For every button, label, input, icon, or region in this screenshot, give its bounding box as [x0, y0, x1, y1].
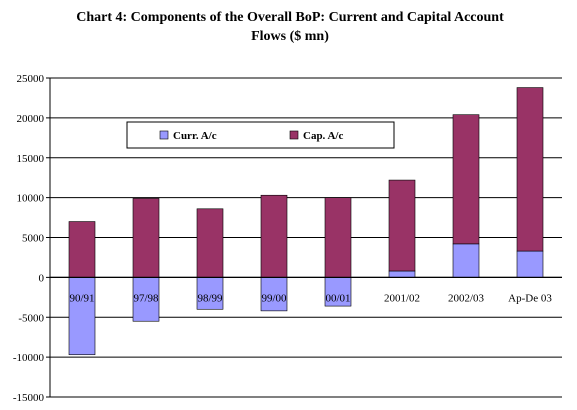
x-category-label: 90/91 — [69, 292, 94, 304]
x-category-label: 00/01 — [325, 292, 350, 304]
bar-curr-ac — [260, 277, 288, 312]
y-tick-label: 10000 — [17, 193, 45, 205]
bars — [68, 87, 544, 356]
y-tick-labels: -15000 -10000 -5000 0 5000 10000 15000 20000 250… — [13, 73, 45, 404]
bar-curr-ac — [388, 270, 416, 278]
legend: Curr. A/c Cap. A/c — [126, 121, 395, 149]
bar-cap-ac — [132, 198, 160, 278]
legend-swatch — [289, 130, 299, 140]
y-tick-label: 15000 — [17, 153, 45, 165]
y-tick-label: 20000 — [17, 113, 45, 125]
bar-curr-ac — [132, 277, 160, 322]
bar-cap-ac — [260, 194, 288, 278]
bar-cap-ac — [68, 221, 96, 278]
bar-cap-ac — [452, 114, 480, 245]
y-tick-label: -5000 — [18, 312, 44, 324]
x-category-label: 2001/02 — [384, 292, 420, 304]
bar-cap-ac — [324, 197, 352, 278]
y-tick-label: 25000 — [17, 73, 45, 85]
bar-curr-ac — [516, 250, 544, 278]
x-category-label: 97/98 — [133, 292, 159, 304]
y-tick-label: -15000 — [13, 392, 45, 404]
legend-label: Cap. A/c — [303, 130, 343, 142]
x-category-label: 99/00 — [261, 292, 287, 304]
x-category-label: Ap-De 03 — [508, 292, 552, 304]
bar-cap-ac — [196, 208, 224, 278]
y-tick-label: 0 — [39, 272, 45, 284]
chart-title-line-1: Chart 4: Components of the Overall BoP: … — [76, 10, 504, 25]
x-category-label: 98/99 — [197, 292, 223, 304]
bar-curr-ac — [324, 277, 352, 307]
y-tick-label: -10000 — [13, 352, 45, 364]
legend-swatch — [159, 130, 169, 140]
gridlines — [50, 77, 562, 358]
y-tick-label: 5000 — [22, 233, 45, 245]
chart-title: Chart 4: Components of the Overall BoP: … — [40, 8, 540, 46]
legend-box — [126, 121, 395, 149]
axes — [46, 77, 562, 398]
bar-cap-ac — [388, 179, 416, 272]
bar-cap-ac — [516, 87, 544, 252]
x-category-labels: 90/91 97/98 98/99 99/00 00/01 2001/02 2002/03 A… — [69, 292, 552, 304]
bar-curr-ac — [196, 277, 224, 310]
x-category-label: 2002/03 — [448, 292, 485, 304]
legend-label: Curr. A/c — [173, 130, 217, 142]
bar-curr-ac — [452, 243, 480, 278]
bar-curr-ac — [68, 277, 96, 356]
chart-title-line-2: Flows ($ mn) — [251, 29, 329, 44]
